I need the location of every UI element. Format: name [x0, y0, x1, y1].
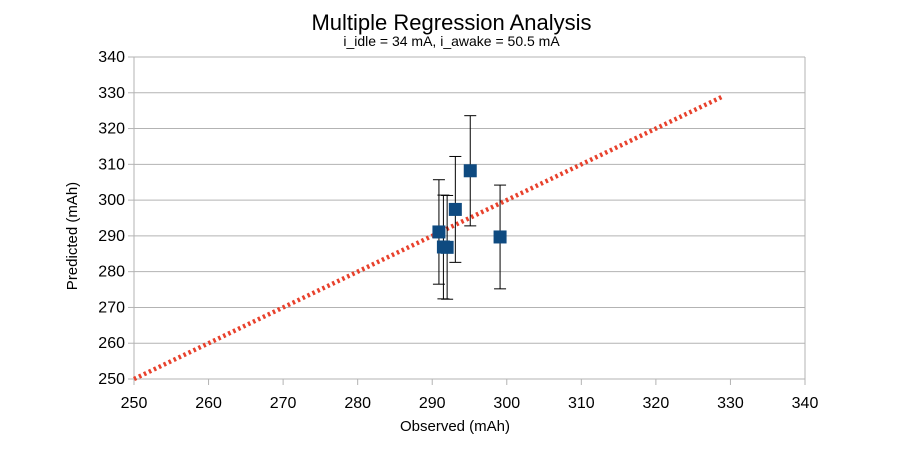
y-tick-label: 280 — [98, 264, 125, 281]
x-tick-label: 260 — [195, 395, 222, 412]
data-point — [432, 225, 446, 239]
x-tick-label: 330 — [717, 395, 744, 412]
x-tick-label: 270 — [270, 395, 297, 412]
x-tick-label: 300 — [493, 395, 520, 412]
data-points — [432, 164, 507, 254]
y-tick-label: 320 — [98, 121, 125, 138]
y-tick-label: 250 — [98, 371, 125, 388]
x-tick-label: 320 — [643, 395, 670, 412]
x-tick-label: 340 — [792, 395, 819, 412]
y-tick-label: 300 — [98, 192, 125, 209]
chart-subtitle: i_idle = 34 mA, i_awake = 50.5 mA — [343, 33, 560, 49]
x-tick-label: 290 — [419, 395, 446, 412]
x-tick-label: 250 — [121, 395, 148, 412]
y-tick-label: 340 — [98, 49, 125, 66]
y-tick-label: 270 — [98, 299, 125, 316]
reference-line — [133, 94, 724, 382]
data-point — [463, 164, 477, 178]
reference-line-layer — [133, 94, 724, 382]
y-tick-label: 260 — [98, 335, 125, 352]
y-tick-label: 290 — [98, 228, 125, 245]
x-tick-label: 310 — [568, 395, 595, 412]
x-axis-label: Observed (mAh) — [400, 418, 510, 435]
data-point — [440, 240, 454, 254]
chart-title: Multiple Regression Analysis — [311, 10, 592, 35]
y-tick-label: 310 — [98, 156, 125, 173]
tick-labels: 250 260 270 280 290 300 310 320 330 340 250 260 270 2… — [98, 49, 818, 412]
x-tick-label: 280 — [344, 395, 371, 412]
y-tick-label: 330 — [98, 85, 125, 102]
data-point — [448, 202, 462, 216]
data-point — [493, 230, 507, 244]
axes — [128, 56, 806, 385]
y-axis-label: Predicted (mAh) — [64, 182, 81, 290]
